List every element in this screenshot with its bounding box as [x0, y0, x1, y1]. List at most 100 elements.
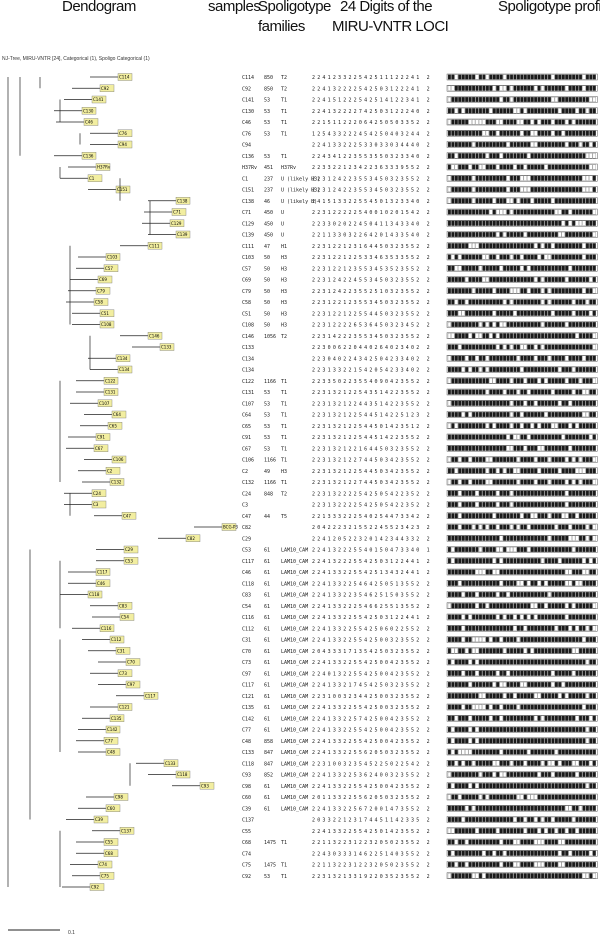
- spoligotype-number: 53: [264, 154, 270, 160]
- spoligo-spacer: [468, 378, 472, 384]
- spoligo-spacer: [478, 456, 483, 463]
- spoligo-spacer: [572, 569, 576, 575]
- spoligo-spacer: [475, 254, 479, 260]
- spoligo-spacer: [447, 288, 451, 294]
- spoligo-spacer: [578, 794, 583, 800]
- spoligo-spacer: [547, 276, 552, 283]
- spoligo-spacer: [516, 411, 520, 418]
- spoligo-spacer: [475, 96, 479, 103]
- spoligo-spacer: [530, 535, 534, 541]
- spoligo-spacer: [551, 558, 555, 564]
- spoligo-spacer: [458, 794, 462, 800]
- spoligo-spacer: [492, 366, 496, 373]
- sample-id: H37Rv: [242, 165, 257, 171]
- spoligo-spacer: [554, 738, 558, 744]
- spoligotype-family: LAM10_CAM: [281, 559, 308, 565]
- spoligo-spacer: [447, 783, 451, 789]
- spoligotype-family: T2: [281, 491, 287, 497]
- spoligo-spacer: [503, 648, 507, 654]
- sample-id: C132: [242, 480, 254, 486]
- spoligo-spacer: [496, 501, 500, 508]
- spoligo-spacer: [499, 805, 503, 811]
- miru-vntr-code: 223132122744503423552 2: [312, 480, 432, 486]
- spoligo-spacer: [589, 828, 593, 834]
- spoligo-spacer: [578, 816, 583, 823]
- spoligo-spacer: [523, 434, 527, 440]
- spoligo-spacer: [496, 479, 500, 485]
- spoligo-spacer: [509, 591, 514, 598]
- spoligo-spacer: [544, 805, 548, 811]
- spoligo-spacer: [551, 760, 555, 766]
- spoligo-spacer: [541, 468, 545, 474]
- leaf-label: C2: [107, 468, 113, 473]
- spoligo-spacer: [506, 468, 510, 474]
- spoligo-spacer: [527, 625, 531, 631]
- spoligo-spacer: [554, 209, 558, 215]
- spoligo-spacer: [537, 569, 541, 575]
- spoligo-spacer: [499, 119, 503, 125]
- spoligo-spacer: [582, 681, 586, 688]
- spoligo-spacer: [468, 591, 472, 598]
- spoligo-spacer: [485, 141, 489, 148]
- spoligo-spacer: [544, 828, 548, 834]
- spoligo-spacer: [516, 828, 520, 834]
- spoligo-spacer: [499, 816, 503, 823]
- spoligo-spacer: [447, 715, 451, 721]
- spoligo-spacer: [537, 423, 541, 429]
- spoligo-spacer: [551, 265, 555, 271]
- spoligo-spacer: [503, 265, 507, 271]
- spoligo-spacer: [478, 738, 483, 744]
- spoligo-spacer: [592, 861, 596, 868]
- spoligo-spacer: [572, 614, 576, 620]
- spoligo-spacer: [447, 546, 451, 553]
- spoligo-spacer: [499, 231, 503, 238]
- spoligo-spacer: [447, 209, 451, 215]
- spoligo-spacer: [506, 535, 510, 541]
- spoligo-spacer: [530, 648, 534, 654]
- spoligo-spacer: [589, 580, 593, 586]
- spoligo-spacer: [478, 276, 483, 283]
- spoligotype-family: H1: [281, 244, 287, 250]
- miru-vntr-code: 221511222064250503352 2: [312, 120, 432, 126]
- leaf-label-box: [111, 410, 127, 419]
- spoligo-spacer: [537, 74, 541, 80]
- spoligo-spacer: [523, 704, 527, 710]
- spoligo-spacer: [530, 771, 534, 778]
- spoligo-spacer: [534, 344, 538, 350]
- spoligo-spacer: [509, 411, 514, 418]
- spoligo-spacer: [482, 693, 486, 699]
- spoligo-spacer: [589, 434, 593, 440]
- spoligo-spacer: [547, 760, 552, 766]
- spoligo-spacer: [513, 434, 517, 440]
- spoligo-spacer: [551, 648, 555, 654]
- spoligo-spacer: [589, 321, 593, 328]
- miru-vntr-code: 204333171354250323552 2: [312, 649, 432, 655]
- spoligo-spacer: [478, 130, 483, 136]
- spoligo-spacer: [516, 715, 520, 721]
- spoligo-spacer: [551, 468, 555, 474]
- spoligo-spacer: [592, 569, 596, 575]
- spoligo-spacer: [527, 108, 531, 114]
- spoligo-spacer: [558, 164, 562, 170]
- spoligo-spacer: [558, 614, 562, 620]
- spoligo-spacer: [561, 276, 565, 283]
- spoligo-spacer: [492, 625, 496, 631]
- spoligo-spacer: [520, 141, 524, 148]
- spoligo-spacer: [561, 389, 565, 395]
- spoligo-spacer: [458, 389, 462, 395]
- spoligo-spacer: [592, 164, 596, 170]
- spoligo-spacer: [544, 400, 548, 406]
- spoligo-spacer: [465, 389, 469, 395]
- spoligo-spacer: [551, 704, 555, 710]
- spoligo-spacer: [523, 490, 527, 496]
- spoligo-spacer: [506, 704, 510, 710]
- spoligo-spacer: [554, 96, 558, 103]
- spoligo-spacer: [572, 231, 576, 238]
- spoligo-spacer: [585, 108, 589, 114]
- spoligo-spacer: [489, 861, 493, 868]
- spoligo-spacer: [523, 636, 527, 643]
- spoligo-spacer: [589, 861, 593, 868]
- spoligo-spacer: [468, 96, 472, 103]
- spoligo-spacer: [589, 558, 593, 564]
- spoligo-spacer: [447, 681, 451, 688]
